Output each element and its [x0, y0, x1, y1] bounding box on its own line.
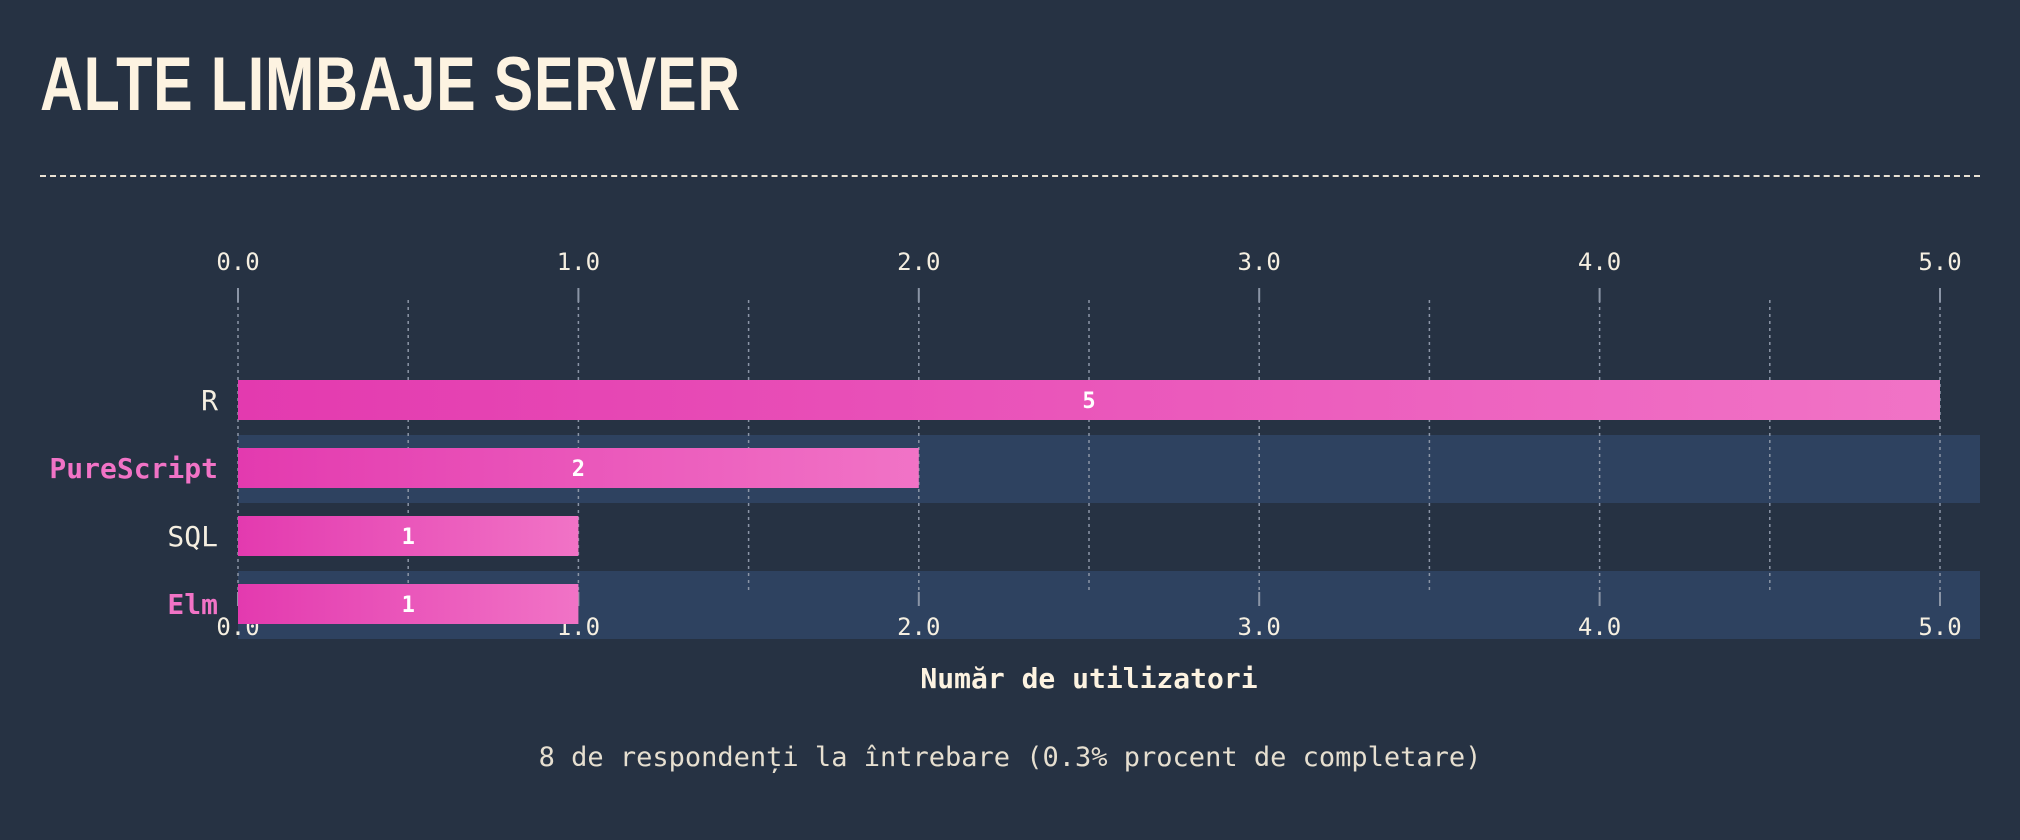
category-labels: R PureScript SQL Elm	[49, 384, 218, 621]
x-tick-label-top: 0.0	[216, 248, 259, 276]
x-tick-label-bottom: 3.0	[1238, 613, 1281, 641]
x-tick-label-top: 4.0	[1578, 248, 1621, 276]
bar-elm	[238, 584, 579, 624]
bar-value-label: 1	[402, 525, 415, 550]
category-label-elm: Elm	[167, 588, 218, 621]
category-label-purescript: PureScript	[49, 452, 218, 485]
x-tick-label-bottom: 4.0	[1578, 613, 1621, 641]
bar-value-label: 5	[1082, 389, 1095, 414]
title-divider	[40, 175, 1980, 177]
bar-r	[238, 380, 1940, 420]
page-title: ALTE LIMBAJE SERVER	[40, 42, 742, 127]
x-tick-label-bottom: 2.0	[897, 613, 940, 641]
bar-sql	[238, 516, 579, 556]
bar-value-label: 1	[402, 593, 415, 618]
bars: 5 2 1 1	[238, 380, 1940, 624]
x-tick-label-top: 2.0	[897, 248, 940, 276]
category-label-sql: SQL	[167, 520, 218, 553]
x-tick-label-bottom: 5.0	[1918, 613, 1961, 641]
bar-value-label: 2	[572, 457, 585, 482]
highlight-rows	[238, 435, 1980, 639]
category-label-r: R	[201, 384, 218, 417]
x-tick-label-top: 3.0	[1238, 248, 1281, 276]
bottom-axis: 0.0 1.0 2.0 3.0 4.0 5.0	[216, 592, 1962, 641]
bar-purescript	[238, 448, 919, 488]
respondents-note: 8 de respondenți la întrebare (0.3% proc…	[538, 742, 1482, 773]
bar-chart: 0.0 1.0 2.0 3.0 4.0 5.0 0.0 1.0 2.0 3.0 4.0 5.0 5 2…	[49, 248, 1980, 695]
top-axis: 0.0 1.0 2.0 3.0 4.0 5.0	[216, 248, 1962, 302]
x-tick-label-top: 1.0	[557, 248, 600, 276]
x-axis-title: Număr de utilizatori	[920, 662, 1257, 695]
x-tick-label-top: 5.0	[1918, 248, 1961, 276]
